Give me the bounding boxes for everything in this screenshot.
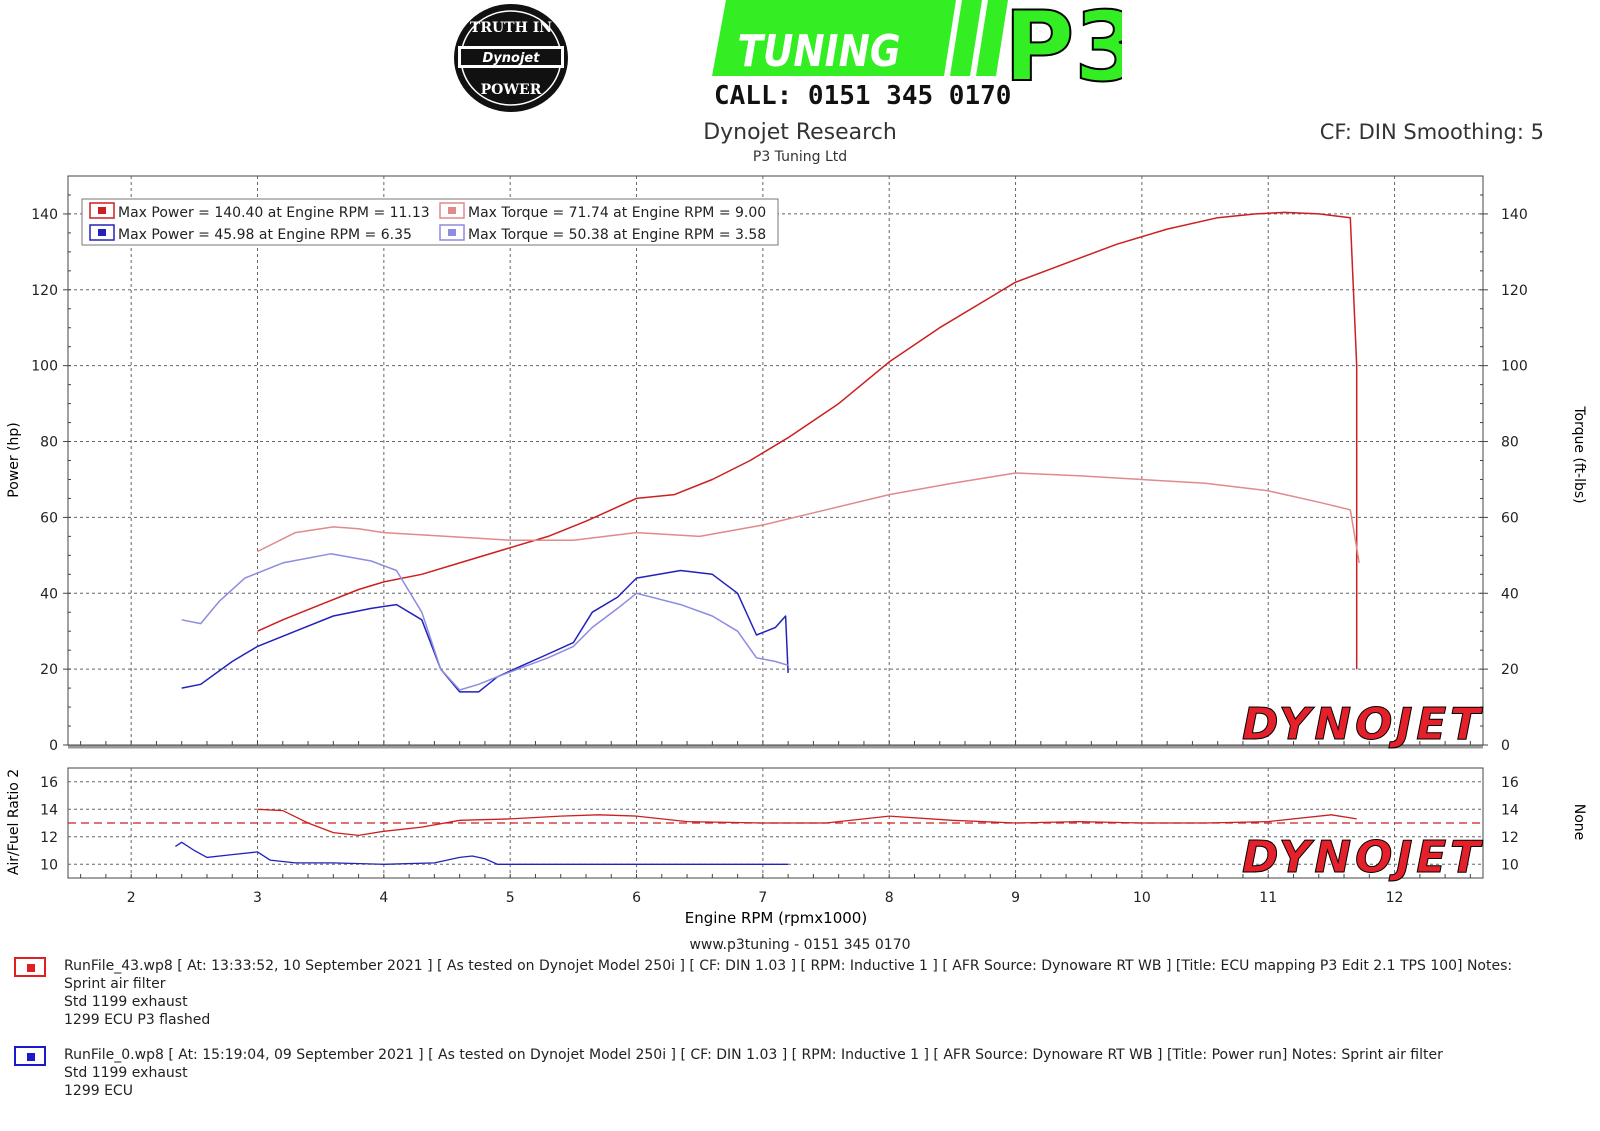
run-2-line-3: 1299 ECU — [64, 1083, 133, 1099]
run-2-line-1: RunFile_0.wp8 [ At: 15:19:04, 09 Septemb… — [64, 1047, 1443, 1063]
afr-y-tick-label-right: 16 — [1501, 775, 1519, 791]
legend-swatch-fill — [448, 207, 456, 214]
y-tick-label-left: 100 — [31, 359, 58, 375]
afr-y-tick-label-left: 10 — [40, 857, 58, 873]
x-tick-label: 5 — [506, 890, 515, 906]
p3-brand: P3 — [1004, 0, 1122, 103]
cf-smoothing-info: CF: DIN Smoothing: 5 — [1319, 120, 1544, 144]
phone-line: CALL: 0151 345 0170 — [714, 81, 1011, 111]
x-tick-label: 4 — [379, 890, 388, 906]
website-footer: www.p3tuning - 0151 345 0170 — [689, 937, 911, 953]
chart-subtitle: P3 Tuning Ltd — [752, 149, 848, 165]
y-tick-label-right: 60 — [1501, 510, 1519, 526]
main-plot-frame — [67, 175, 1484, 746]
y-tick-label-left: 120 — [31, 283, 58, 299]
afr-y-tick-label-left: 14 — [40, 802, 58, 818]
afr-y-tick-label-left: 12 — [40, 830, 58, 846]
seal-bottom-text: POWER — [481, 82, 542, 98]
afr-y-tick-label-right: 10 — [1501, 857, 1519, 873]
x-tick-label: 12 — [1386, 890, 1404, 906]
x-tick-label: 7 — [758, 890, 767, 906]
y-tick-label-right: 20 — [1501, 662, 1519, 678]
seal-mid-text: Dynojet — [483, 51, 541, 66]
x-tick-label: 6 — [632, 890, 641, 906]
legend-swatch-fill — [98, 207, 106, 214]
dyno-chart: 0 0 20 20 40 40 60 60 80 80 100 100 120 120 140 140 DYNO… — [6, 175, 1587, 927]
run-file-1: RunFile_43.wp8 [ At: 13:33:52, 10 Septem… — [14, 957, 1574, 1029]
y-axis-label-none: None — [1571, 804, 1587, 841]
x-axis-label: Engine RPM (rpmx1000) — [685, 909, 867, 927]
dynojet-watermark: DYNOJET — [1242, 699, 1483, 750]
legend-swatch-fill — [98, 229, 106, 236]
tuning-label: TUNING — [738, 25, 901, 77]
afr-series-line-2 — [175, 841, 789, 865]
y-tick-label-left: 80 — [40, 435, 58, 451]
run-1-line-2: Std 1199 exhaust — [64, 994, 188, 1010]
series-line-1 — [257, 211, 1358, 670]
legend-swatch-fill — [448, 229, 456, 236]
chart-title: Dynojet Research — [703, 120, 897, 145]
x-tick-label: 2 — [127, 890, 136, 906]
series-line-3 — [181, 569, 789, 693]
dynojet-seal-logo: Dynojet TRUTH IN POWER — [454, 4, 568, 112]
y-tick-label-left: 20 — [40, 662, 58, 678]
y-tick-label-right: 100 — [1501, 359, 1528, 375]
y-tick-label-left: 140 — [31, 207, 58, 223]
y-tick-label-right: 40 — [1501, 586, 1519, 602]
chart-legend: Max Power = 140.40 at Engine RPM = 11.13… — [81, 198, 779, 246]
series-line-2 — [257, 472, 1360, 564]
x-tick-label: 8 — [885, 890, 894, 906]
y-tick-label-left: 0 — [49, 738, 58, 754]
y-tick-label-right: 0 — [1501, 738, 1510, 754]
y-axis-label-torque: Torque (ft-lbs) — [1571, 405, 1587, 503]
y-tick-label-left: 60 — [40, 510, 58, 526]
x-tick-label: 3 — [253, 890, 262, 906]
axis-labels: Power (hp) Torque (ft-lbs) Air/Fuel Rati… — [6, 405, 1587, 927]
y-tick-label-right: 120 — [1501, 283, 1528, 299]
afr-plot: 2 3 4 5 6 7 8 9 10 11 12 10 10 12 12 14 14 16 16 DYNOJET — [40, 767, 1519, 906]
x-tick-label: 9 — [1011, 890, 1020, 906]
run-1-line-1: RunFile_43.wp8 [ At: 13:33:52, 10 Septem… — [64, 958, 1513, 992]
legend-box — [81, 198, 779, 246]
series-line-4 — [181, 553, 789, 691]
y-tick-label-right: 80 — [1501, 435, 1519, 451]
legend-entry: Max Power = 140.40 at Engine RPM = 11.13 — [118, 205, 430, 221]
dynojet-watermark: DYNOJET — [1242, 832, 1483, 883]
legend-entry: Max Torque = 71.74 at Engine RPM = 9.00 — [468, 205, 766, 221]
run-2-line-2: Std 1199 exhaust — [64, 1065, 188, 1081]
afr-y-tick-label-right: 14 — [1501, 802, 1519, 818]
seal-top-text: TRUTH IN — [470, 20, 552, 36]
run-file-2: RunFile_0.wp8 [ At: 15:19:04, 09 Septemb… — [14, 1046, 1574, 1106]
afr-y-tick-label-right: 12 — [1501, 830, 1519, 846]
run-1-line-3: 1299 ECU P3 flashed — [64, 1012, 211, 1028]
power-torque-plot: 0 0 20 20 40 40 60 60 80 80 100 100 120 120 140 140 DYNO… — [31, 175, 1528, 754]
run-2-swatch — [14, 1046, 46, 1066]
p3-tuning-logo: TUNING P3 CALL: 0151 345 0170 — [712, 0, 1122, 111]
afr-y-tick-label-left: 16 — [40, 775, 58, 791]
run-1-swatch — [14, 957, 46, 977]
x-tick-label: 11 — [1259, 890, 1277, 906]
y-axis-label-afr: Air/Fuel Ratio 2 — [6, 769, 22, 875]
x-tick-label: 10 — [1133, 890, 1151, 906]
afr-series-line-1 — [257, 808, 1357, 837]
y-tick-label-right: 140 — [1501, 207, 1528, 223]
y-axis-label-power: Power (hp) — [6, 422, 22, 497]
legend-entry: Max Power = 45.98 at Engine RPM = 6.35 — [118, 227, 412, 243]
legend-entry: Max Torque = 50.38 at Engine RPM = 3.58 — [468, 227, 766, 243]
y-tick-label-left: 40 — [40, 586, 58, 602]
